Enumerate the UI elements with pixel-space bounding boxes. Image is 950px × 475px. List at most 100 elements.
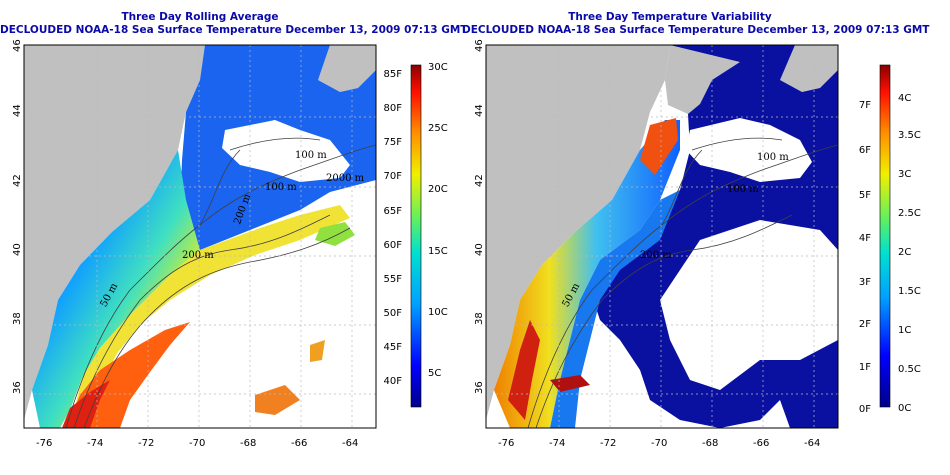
left-colorbar-c-label: 10C	[428, 307, 448, 318]
right-bathymetry-contours	[527, 137, 838, 428]
left-colorbar-f-label: 75F	[384, 137, 403, 148]
right-colorbar-f-labels: 7F 6F 5F 4F 3F 2F 1F 0F	[859, 100, 871, 415]
right-map-subtitle: DECLOUDED NOAA-18 Sea Surface Temperatur…	[462, 24, 930, 36]
right-lat-tick: 38	[474, 312, 485, 325]
right-colorbar-c-labels: 4C 3.5C 3C 2.5C 2C 1.5C 1C 0.5C 0C	[898, 93, 921, 414]
right-lat-tick: 46	[474, 39, 485, 52]
left-lat-tick: 38	[12, 312, 23, 325]
left-lon-tick: -72	[138, 438, 154, 449]
left-colorbar-f-label: 50F	[384, 308, 403, 319]
right-colorbar-f-label: 4F	[859, 233, 871, 244]
right-lon-tick: -72	[600, 438, 616, 449]
right-lat-tick: 42	[474, 174, 485, 187]
right-lon-tick: -70	[651, 438, 667, 449]
left-land-coast	[24, 45, 205, 420]
right-shelf-variability	[494, 120, 680, 428]
right-graticule	[486, 45, 838, 428]
left-contour-label: 100 m	[295, 150, 327, 161]
right-high-variability-coast	[508, 320, 540, 420]
right-colorbar-c-label: 0C	[898, 403, 911, 414]
left-contour-label: 200 m	[182, 250, 214, 261]
right-colorbar-f-label: 7F	[859, 100, 871, 111]
right-colorbar-c-label: 2C	[898, 247, 911, 258]
right-lon-axis: -76 -74 -72 -70 -68 -66 -64	[498, 438, 820, 449]
left-lon-tick: -66	[291, 438, 307, 449]
left-lon-tick: -76	[36, 438, 52, 449]
right-lon-tick: -68	[702, 438, 718, 449]
left-lat-tick: 46	[12, 39, 23, 52]
right-colorbar-f-label: 3F	[859, 277, 871, 288]
left-cloud-gulf	[222, 120, 350, 182]
right-colorbar-f-label: 6F	[859, 145, 871, 156]
left-lon-tick: -74	[87, 438, 103, 449]
left-colorbar-c-label: 25C	[428, 123, 448, 134]
right-land-canada	[665, 45, 760, 114]
right-cloud-gulf	[686, 118, 812, 182]
right-high-variability-band	[640, 118, 678, 175]
right-colorbar-f-label: 1F	[859, 362, 871, 373]
left-colorbar-f-labels: 85F 80F 75F 70F 65F 60F 55F 50F 45F 40F	[384, 69, 403, 387]
right-colorbar-c-label: 1.5C	[898, 286, 921, 297]
right-land-coast	[486, 45, 670, 420]
left-contour-label: 2000 m	[326, 173, 365, 184]
right-colorbar	[879, 64, 891, 408]
left-colorbar-c-label: 5C	[428, 368, 441, 379]
right-land-novascotia	[780, 45, 838, 92]
left-offshore-orange-2	[255, 385, 300, 415]
left-colorbar-c-label: 30C	[428, 62, 448, 73]
left-colorbar-f-label: 70F	[384, 171, 403, 182]
left-lon-tick: -64	[342, 438, 358, 449]
right-colorbar-c-label: 4C	[898, 93, 911, 104]
left-slope-water	[70, 205, 350, 428]
left-lon-tick: -70	[189, 438, 205, 449]
left-colorbar-f-label: 65F	[384, 206, 403, 217]
left-colorbar-f-label: 80F	[384, 103, 403, 114]
left-lat-tick: 36	[12, 381, 23, 394]
left-colorbar-c-label: 20C	[428, 184, 448, 195]
left-offshore-orange	[310, 340, 325, 362]
left-lat-axis: 46 44 42 40 38 36	[12, 39, 23, 394]
left-lat-tick: 42	[12, 174, 23, 187]
left-lon-axis: -76 -74 -72 -70 -68 -66 -64	[36, 438, 358, 449]
left-sst-map	[24, 45, 376, 428]
right-colorbar-c-label: 3.5C	[898, 130, 921, 141]
left-land-novascotia	[318, 45, 376, 92]
right-contour-label: 100 m	[727, 184, 759, 195]
left-colorbar	[410, 64, 422, 408]
right-colorbar-f-label: 2F	[859, 319, 871, 330]
left-colorbar-c-label: 15C	[428, 246, 448, 257]
left-map-title: Three Day Rolling Average	[121, 11, 279, 23]
right-lat-tick: 40	[474, 243, 485, 256]
right-lat-tick: 44	[474, 104, 485, 117]
left-lat-tick: 40	[12, 243, 23, 256]
left-colorbar-f-label: 55F	[384, 274, 403, 285]
right-map-frame	[485, 44, 839, 429]
right-contour-label: 100 m	[757, 152, 789, 163]
right-mid-variability	[550, 190, 680, 428]
right-map-title: Three Day Temperature Variability	[568, 11, 772, 23]
left-contour-label: 100 m	[265, 182, 297, 193]
right-colorbar-f-label: 5F	[859, 190, 871, 201]
left-colorbar-c-labels: 30C 25C 20C 15C 10C 5C	[428, 62, 448, 379]
right-variability-map	[486, 45, 838, 428]
left-lat-tick: 44	[12, 104, 23, 117]
left-map-subtitle: DECLOUDED NOAA-18 Sea Surface Temperatur…	[0, 24, 468, 36]
right-high-variability-south	[550, 375, 590, 392]
left-colorbar-f-label: 40F	[384, 376, 403, 387]
right-lon-tick: -74	[549, 438, 565, 449]
right-lon-tick: -76	[498, 438, 514, 449]
left-map-frame	[23, 44, 377, 429]
right-lat-tick: 36	[474, 381, 485, 394]
left-graticule	[24, 45, 376, 428]
right-cloud-offshore	[660, 220, 838, 390]
right-colorbar-c-label: 3C	[898, 169, 911, 180]
left-colorbar-f-label: 85F	[384, 69, 403, 80]
left-colorbar-f-label: 45F	[384, 342, 403, 353]
left-colorbar-f-label: 60F	[384, 240, 403, 251]
left-warm-hot	[62, 380, 110, 428]
right-lon-tick: -66	[753, 438, 769, 449]
left-lon-tick: -68	[240, 438, 256, 449]
left-bathymetry-contours	[65, 137, 376, 428]
right-contour-label: 200 m	[640, 250, 672, 261]
left-shelf-water	[32, 150, 200, 428]
